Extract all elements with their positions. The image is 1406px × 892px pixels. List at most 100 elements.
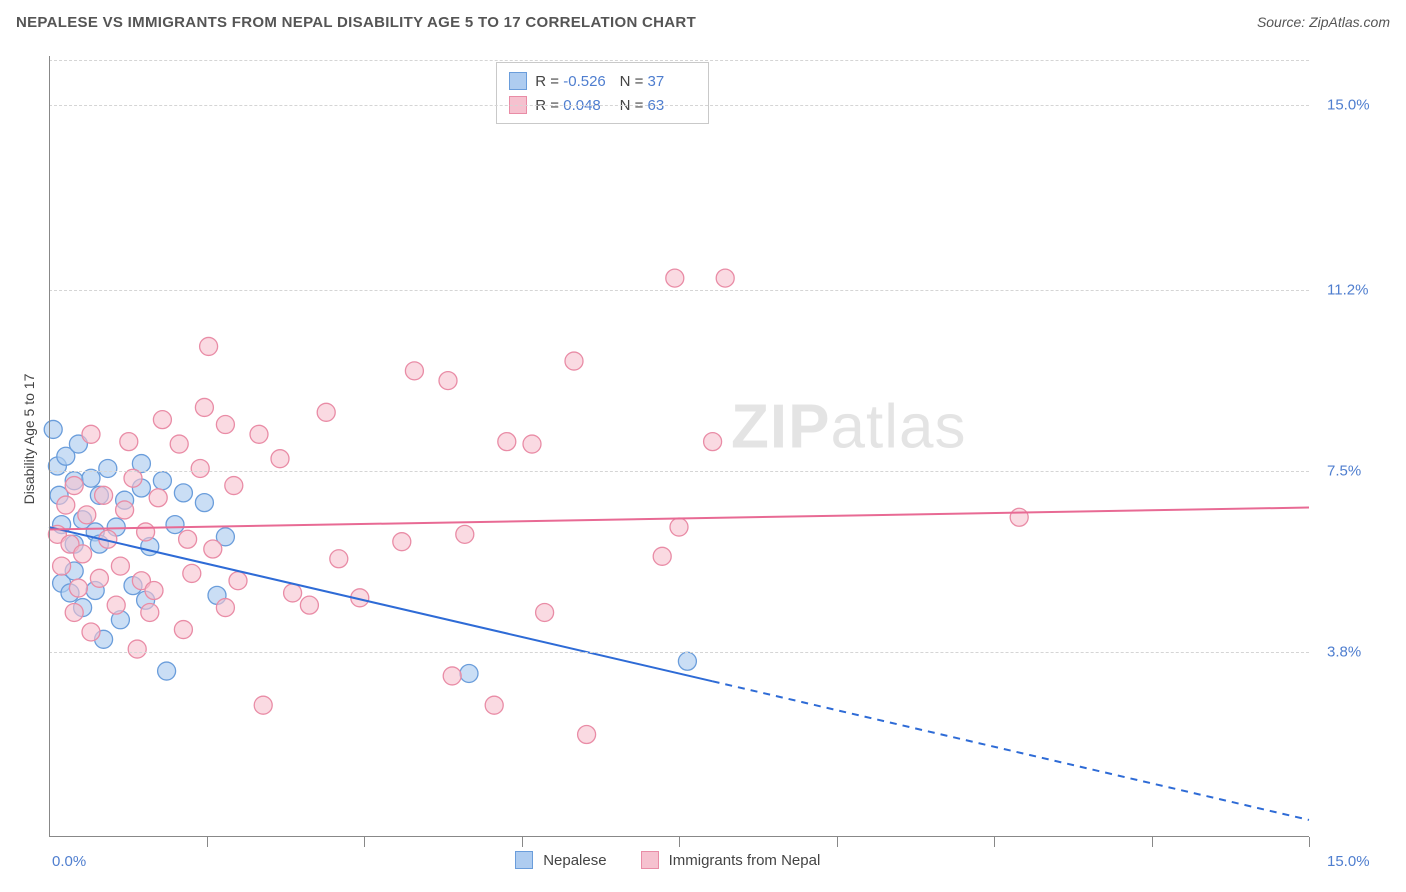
scatter-point [82, 623, 100, 641]
x-tick [207, 837, 208, 847]
scatter-point [653, 547, 671, 565]
scatter-point [666, 269, 684, 287]
scatter-point [300, 596, 318, 614]
stats-legend-row: R = -0.526 N = 37 [509, 69, 695, 93]
chart-header: NEPALESE VS IMMIGRANTS FROM NEPAL DISABI… [0, 0, 1406, 44]
scatter-point [78, 506, 96, 524]
x-tick [994, 837, 995, 847]
gridline [49, 471, 1309, 472]
scatter-point [153, 472, 171, 490]
scatter-point [271, 450, 289, 468]
x-tick [1309, 837, 1310, 847]
scatter-point [174, 484, 192, 502]
y-axis [49, 56, 50, 837]
scatter-point [120, 433, 138, 451]
scatter-point [82, 425, 100, 443]
scatter-point [90, 569, 108, 587]
legend-swatch [509, 72, 527, 90]
scatter-point [183, 564, 201, 582]
scatter-point [111, 557, 129, 575]
scatter-point [536, 603, 554, 621]
scatter-point [704, 433, 722, 451]
x-tick [364, 837, 365, 847]
scatter-point [128, 640, 146, 658]
scatter-point [195, 494, 213, 512]
scatter-point [393, 533, 411, 551]
y-tick-label: 15.0% [1327, 96, 1370, 113]
scatter-point [69, 579, 87, 597]
scatter-point [330, 550, 348, 568]
chart-title: NEPALESE VS IMMIGRANTS FROM NEPAL DISABI… [16, 14, 696, 31]
x-tick [1152, 837, 1153, 847]
scatter-point [166, 516, 184, 534]
scatter-point [158, 662, 176, 680]
scatter-point [460, 664, 478, 682]
scatter-point [204, 540, 222, 558]
scatter-point [523, 435, 541, 453]
scatter-point [153, 411, 171, 429]
y-axis-label: Disability Age 5 to 17 [21, 349, 37, 529]
stats-legend-text: R = -0.526 N = 37 [535, 73, 695, 90]
scatter-point [670, 518, 688, 536]
scatter-point [99, 459, 117, 477]
scatter-point [65, 603, 83, 621]
gridline [49, 60, 1309, 61]
scatter-point [498, 433, 516, 451]
scatter-point [74, 545, 92, 563]
scatter-point [405, 362, 423, 380]
scatter-point [578, 725, 596, 743]
scatter-point [82, 469, 100, 487]
scatter-point [216, 599, 234, 617]
scatter-point [65, 477, 83, 495]
plot-area: Disability Age 5 to 17 ZIPatlas R = -0.5… [49, 56, 1309, 837]
x-tick [522, 837, 523, 847]
source-label: Source: [1257, 14, 1309, 30]
scatter-point [456, 525, 474, 543]
scatter-point [439, 372, 457, 390]
source-attribution: Source: ZipAtlas.com [1257, 14, 1390, 30]
scatter-point [124, 469, 142, 487]
scatter-point [149, 489, 167, 507]
scatter-point [254, 696, 272, 714]
scatter-point [57, 496, 75, 514]
x-tick [679, 837, 680, 847]
scatter-point [141, 603, 159, 621]
legend-label: Nepalese [543, 852, 606, 869]
scatter-point [1010, 508, 1028, 526]
gridline [49, 105, 1309, 106]
scatter-point [443, 667, 461, 685]
chart-svg [49, 56, 1309, 837]
scatter-point [116, 501, 134, 519]
gridline [49, 652, 1309, 653]
y-tick-label: 11.2% [1327, 282, 1368, 299]
scatter-point [195, 398, 213, 416]
scatter-point [174, 621, 192, 639]
scatter-point [200, 337, 218, 355]
scatter-point [95, 486, 113, 504]
gridline [49, 290, 1309, 291]
scatter-point [229, 572, 247, 590]
x-tick [837, 837, 838, 847]
scatter-point [191, 459, 209, 477]
scatter-point [145, 581, 163, 599]
bottom-legend: Nepalese Immigrants from Nepal [515, 851, 844, 869]
scatter-point [716, 269, 734, 287]
scatter-point [107, 596, 125, 614]
scatter-point [179, 530, 197, 548]
scatter-point [44, 420, 62, 438]
scatter-point [170, 435, 188, 453]
legend-label: Immigrants from Nepal [669, 852, 821, 869]
legend-swatch [515, 851, 533, 869]
scatter-point [485, 696, 503, 714]
regression-line-dashed [713, 681, 1309, 820]
stats-legend: R = -0.526 N = 37R = 0.048 N = 63 [496, 62, 708, 124]
scatter-point [137, 523, 155, 541]
y-tick-label: 3.8% [1327, 643, 1361, 660]
scatter-point [317, 403, 335, 421]
scatter-point [250, 425, 268, 443]
scatter-point [216, 416, 234, 434]
scatter-point [678, 652, 696, 670]
scatter-point [565, 352, 583, 370]
y-tick-label: 7.5% [1327, 462, 1361, 479]
legend-swatch [641, 851, 659, 869]
